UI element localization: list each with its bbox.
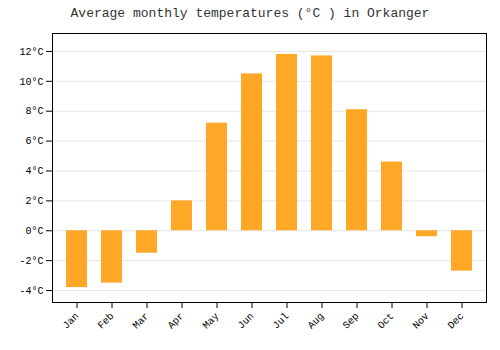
svg-text:Jun: Jun [236,311,257,332]
svg-text:10°C: 10°C [19,77,43,88]
svg-text:Jul: Jul [271,311,292,332]
svg-text:May: May [201,311,222,332]
svg-text:0°C: 0°C [25,226,43,237]
svg-text:4°C: 4°C [25,166,43,177]
svg-text:2°C: 2°C [25,196,43,207]
svg-text:8°C: 8°C [25,106,43,117]
svg-text:6°C: 6°C [25,136,43,147]
svg-text:Jan: Jan [61,311,82,332]
svg-text:Sep: Sep [341,311,362,332]
html-text:Average monthly temperatures (: Average monthly temperatures (°C ) in Or… [70,6,430,21]
svg-text:Oct: Oct [376,311,397,332]
svg-text:Apr: Apr [166,311,187,332]
svg-text:Aug: Aug [306,311,327,332]
svg-text:-4°C: -4°C [19,286,43,297]
svg-text:12°C: 12°C [19,47,43,58]
svg-text:Mar: Mar [131,311,152,332]
svg-text:Feb: Feb [96,311,117,332]
svg-text:Dec: Dec [446,311,467,332]
svg-text:Nov: Nov [411,311,432,332]
svg-text:-2°C: -2°C [19,256,43,267]
